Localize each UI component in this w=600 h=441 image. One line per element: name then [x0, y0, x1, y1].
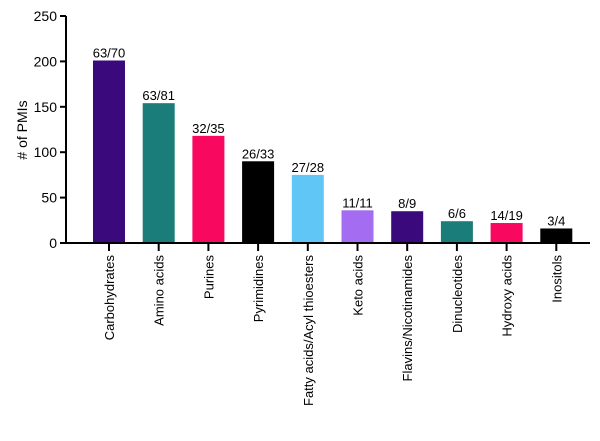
bar: [341, 210, 374, 243]
y-tick-label: 0: [49, 235, 57, 251]
data-label: 63/81: [142, 88, 175, 103]
x-tick-label: Carbohydrates: [102, 255, 117, 341]
bar: [242, 161, 275, 243]
data-label: 3/4: [547, 213, 565, 228]
data-label: 6/6: [448, 206, 466, 221]
data-label: 26/33: [242, 146, 275, 161]
data-label: 8/9: [398, 196, 416, 211]
x-tick-label: Inositols: [549, 255, 564, 303]
y-tick-label: 200: [34, 53, 58, 69]
x-tick-label: Flavins/Nicotinamides: [400, 255, 415, 382]
bar: [291, 174, 324, 243]
y-tick-label: 250: [34, 8, 58, 24]
y-tick-label: 150: [34, 99, 58, 115]
bar: [93, 60, 125, 243]
data-label: 32/35: [192, 121, 225, 136]
y-tick-label: 100: [34, 144, 58, 160]
data-label: 14/19: [490, 208, 523, 223]
x-tick-label: Purines: [201, 255, 216, 300]
y-tick-label: 50: [41, 190, 57, 206]
bar: [440, 221, 473, 243]
bar: [540, 228, 573, 243]
bar: [192, 135, 225, 243]
x-tick-label: Hydroxy acids: [500, 255, 515, 337]
x-tick-label: Amino acids: [152, 255, 167, 326]
x-tick-label: Dinucleotides: [450, 255, 465, 334]
bar: [142, 103, 175, 243]
data-label: 27/28: [292, 160, 325, 175]
y-axis-label: # of PMIs: [14, 100, 30, 159]
x-tick-label: Keto acids: [351, 255, 366, 316]
bar: [490, 223, 523, 243]
x-tick-label: Fatty acids/Acyl thioesters: [301, 255, 316, 406]
data-label: 11/11: [342, 195, 373, 210]
data-label: 63/70: [93, 45, 126, 60]
bar: [391, 211, 424, 243]
x-tick-label: Pyrimidines: [251, 255, 266, 323]
